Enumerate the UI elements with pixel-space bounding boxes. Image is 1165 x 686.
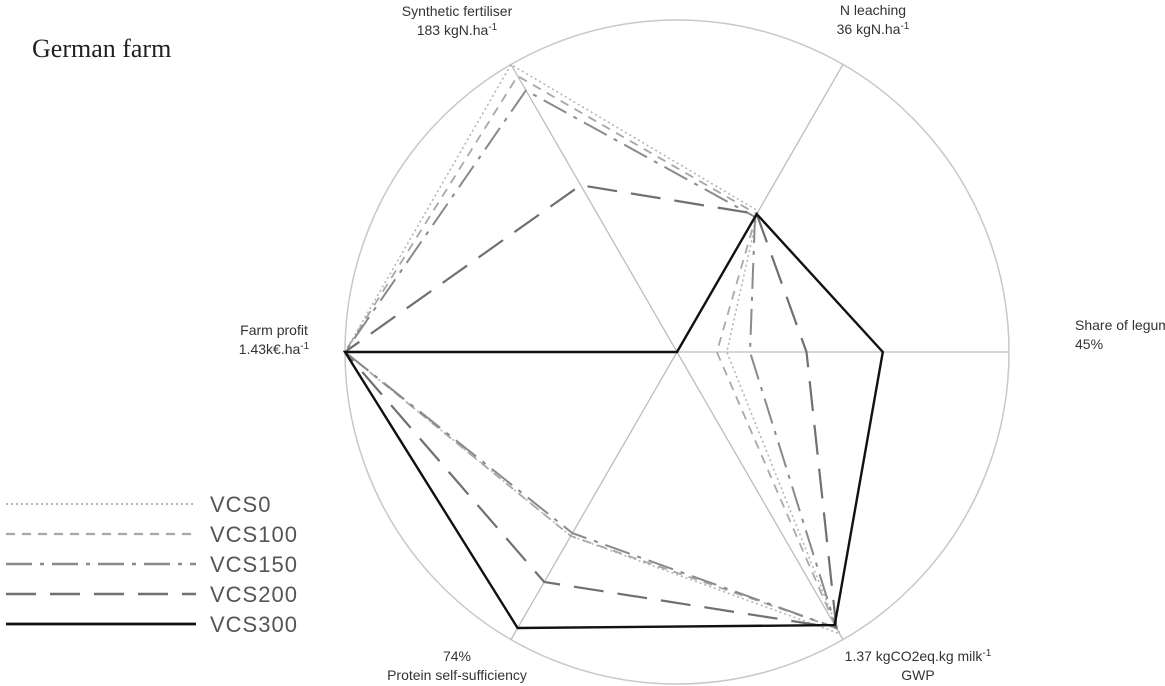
axis-label-line: 1.37 kgCO2eq.kg milk-1 <box>845 648 992 665</box>
legend-label-vcs150: VCS150 <box>210 552 298 577</box>
chart-title: German farm <box>32 34 171 63</box>
axis-label-gwp: 1.37 kgCO2eq.kg milk-1 GWP <box>845 648 992 684</box>
axis-line-protein_self_sufficiency <box>510 351 678 640</box>
axis-label-share_legumes: Share of legumes 45% <box>1075 317 1165 352</box>
axis-label-synthetic_fertiliser: Synthetic fertiliser 183 kgN.ha-1 <box>402 3 513 38</box>
legend: VCS0 VCS100 VCS150 VCS200 VCS300 <box>6 492 298 637</box>
axis-label-farm_profit: Farm profit 1.43k€.ha-1 <box>239 322 310 357</box>
legend-label-vcs300: VCS300 <box>210 612 298 637</box>
legend-label-vcs0: VCS0 <box>210 492 271 517</box>
series-vcs0 <box>343 63 842 636</box>
axis-label-line: 1.43k€.ha-1 <box>239 341 310 358</box>
axis-label-line: Farm profit <box>240 322 308 338</box>
series-vcs100 <box>343 74 839 630</box>
axis-label-protein_self_sufficiency: 74% Protein self-sufficiency <box>387 648 527 683</box>
axis-line-synthetic_fertiliser <box>510 64 678 353</box>
series-layer <box>342 63 885 636</box>
axis-label-line: N leaching <box>840 2 906 18</box>
axis-label-line: Synthetic fertiliser <box>402 3 513 19</box>
axis-line-gwp <box>676 351 844 640</box>
axis-label-line: Protein self-sufficiency <box>387 667 527 683</box>
axis-label-line: 36 kgN.ha-1 <box>837 21 910 38</box>
axis-label-n_leaching: N leaching 36 kgN.ha-1 <box>837 2 910 37</box>
axis-label-line: GWP <box>901 667 934 683</box>
series-vcs200 <box>343 184 838 630</box>
axis-label-line: 45% <box>1075 336 1103 352</box>
legend-label-vcs100: VCS100 <box>210 522 298 547</box>
axis-label-line: Share of legumes <box>1075 317 1165 333</box>
axis-label-line: 183 kgN.ha-1 <box>417 22 498 39</box>
legend-label-vcs200: VCS200 <box>210 582 298 607</box>
series-vcs150 <box>343 89 838 630</box>
axis-labels: N leaching 36 kgN.ha-1 Share of legumes 45%… <box>239 2 1165 683</box>
axis-label-line: 74% <box>443 648 471 664</box>
series-vcs300 <box>342 211 885 630</box>
